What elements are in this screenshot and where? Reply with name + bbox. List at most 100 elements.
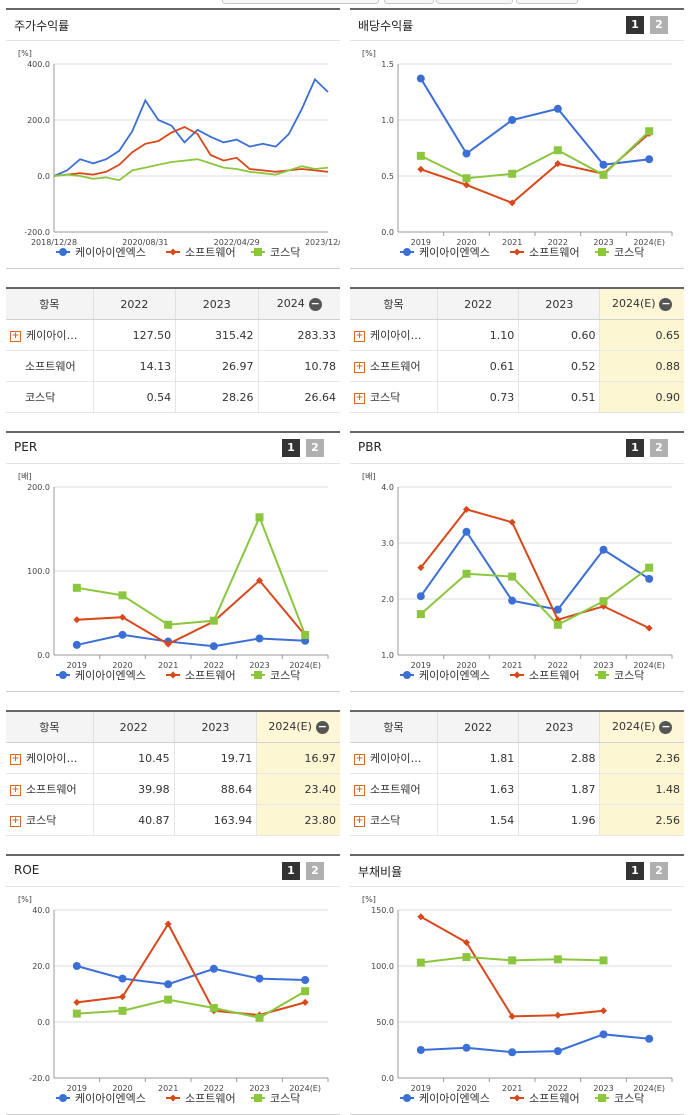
value-cell: 127.50 bbox=[93, 319, 177, 351]
value-cell: 0.61 bbox=[437, 350, 520, 382]
y-tick-label: 0.0 bbox=[37, 172, 50, 181]
value-cell: 1.48 bbox=[599, 773, 684, 805]
expand-icon[interactable]: + bbox=[354, 784, 365, 796]
dividend-yield-chart: [%] 1.5 1.0 0.5 0.0 2019 2020 2021 2022 2023 2024(… bbox=[362, 49, 673, 259]
legend-label: 코스닥 bbox=[270, 669, 300, 682]
header-label: 2023 bbox=[202, 297, 231, 311]
page-1-button[interactable]: 1 bbox=[626, 16, 644, 34]
page-2-button[interactable]: 2 bbox=[650, 439, 668, 457]
top-tab[interactable] bbox=[384, 0, 434, 4]
value-cell: 10.78 bbox=[258, 350, 340, 382]
data-point-square bbox=[598, 671, 606, 679]
data-point-diamond bbox=[513, 248, 521, 256]
expand-icon[interactable]: + bbox=[354, 815, 365, 827]
data-point-circle bbox=[59, 1094, 67, 1102]
value-cell: 39.98 bbox=[93, 773, 175, 805]
data-point-square bbox=[599, 170, 608, 179]
value-cell: 283.33 bbox=[258, 319, 340, 351]
collapse-icon[interactable]: − bbox=[315, 719, 329, 734]
row-name: 소프트웨어 bbox=[26, 783, 77, 796]
unit-label: [%] bbox=[362, 49, 376, 58]
value-cell: 26.64 bbox=[258, 381, 340, 413]
expand-icon[interactable]: + bbox=[10, 815, 21, 827]
data-point-circle bbox=[553, 1047, 562, 1056]
data-point-square bbox=[553, 620, 562, 629]
expand-icon[interactable]: + bbox=[354, 330, 365, 342]
page-1-button[interactable]: 1 bbox=[626, 862, 644, 880]
row-name: 케이아이… bbox=[26, 329, 78, 342]
panel-title: ROE bbox=[14, 863, 40, 877]
data-point-square bbox=[254, 671, 262, 679]
data-point-square bbox=[599, 956, 608, 965]
x-tick-label: 2024(E) bbox=[289, 1084, 321, 1093]
data-point-circle bbox=[72, 962, 81, 970]
collapse-icon[interactable]: − bbox=[659, 296, 673, 311]
value-cell: 0.90 bbox=[599, 381, 684, 413]
x-tick-label: 2023/12/28 bbox=[305, 238, 340, 247]
roe-chart: [%]40.0 20.0 0.0 -20.0 2019 2020 2021 2022 2023 2… bbox=[18, 895, 329, 1105]
panel-title: PER bbox=[14, 440, 38, 454]
header-label: 2022 bbox=[464, 297, 493, 311]
data-point-square bbox=[254, 1094, 262, 1102]
header-label: 2024(E) bbox=[611, 297, 656, 311]
x-tick-label: 2024(E) bbox=[633, 661, 665, 670]
table-header-cell: 2023 bbox=[174, 711, 258, 743]
data-point-square bbox=[553, 955, 562, 964]
legend-label: 코스닥 bbox=[614, 669, 644, 682]
row-name-cell: + 코스닥 bbox=[350, 381, 438, 413]
data-point-circle bbox=[508, 1048, 517, 1057]
page-2-button[interactable]: 2 bbox=[650, 862, 668, 880]
header-label: 2024(E) bbox=[268, 720, 312, 734]
expand-icon[interactable]: + bbox=[354, 753, 365, 765]
stock-return-table: 항목 2022 2023 2024− + 케이아이… 127.50 315.42 283.33 소… bbox=[6, 287, 340, 413]
table-row: 코스닥 0.54 28.26 26.64 bbox=[6, 381, 340, 413]
collapse-icon[interactable]: − bbox=[308, 296, 322, 311]
legend-label: 소프트웨어 bbox=[185, 669, 236, 682]
collapse-icon[interactable]: − bbox=[659, 719, 673, 734]
dividend-yield-panel: 배당수익률 1 2 [%] 1.5 1.0 0.5 0.0 2019 2020 2021 202… bbox=[350, 8, 684, 269]
page-1-button[interactable]: 1 bbox=[282, 439, 300, 457]
page-1-button[interactable]: 1 bbox=[626, 439, 644, 457]
value-cell: 1.87 bbox=[518, 773, 601, 805]
data-point-square bbox=[118, 591, 127, 600]
row-name-cell: + 케이아이… bbox=[6, 742, 94, 774]
data-point-diamond bbox=[169, 1094, 177, 1102]
top-tab[interactable] bbox=[516, 0, 578, 4]
x-tick-label: 2023 bbox=[593, 238, 613, 247]
expand-icon[interactable]: + bbox=[10, 753, 21, 765]
series-line bbox=[76, 514, 307, 636]
series-line bbox=[420, 915, 604, 1018]
value-cell: 14.13 bbox=[93, 350, 177, 382]
expand-icon[interactable]: + bbox=[10, 784, 21, 796]
page-2-button[interactable]: 2 bbox=[650, 16, 668, 34]
page-1-button[interactable]: 1 bbox=[282, 862, 300, 880]
top-tab[interactable] bbox=[222, 0, 379, 4]
series-line bbox=[420, 130, 650, 180]
value-cell: 0.54 bbox=[93, 381, 177, 413]
unit-label: [%] bbox=[362, 895, 376, 904]
data-point-square bbox=[301, 987, 310, 996]
expand-icon[interactable]: + bbox=[354, 392, 365, 404]
expand-icon[interactable]: + bbox=[354, 361, 365, 373]
table-row: + 소프트웨어 39.98 88.64 23.40 bbox=[6, 773, 340, 805]
y-tick-label: 100.0 bbox=[27, 567, 50, 576]
data-point-circle bbox=[403, 248, 411, 256]
row-name: 케이아이… bbox=[370, 329, 422, 342]
data-point-square bbox=[118, 1006, 127, 1015]
data-point-circle bbox=[508, 116, 517, 124]
series-line bbox=[420, 132, 650, 205]
x-tick-label: 2021 bbox=[158, 661, 178, 670]
pbr-chart: [배] 4.0 3.0 2.0 1.0 2019 2020 2021 2022 2023 2024(… bbox=[362, 472, 673, 682]
top-tab[interactable] bbox=[436, 0, 513, 4]
x-tick-label: 2024(E) bbox=[633, 1084, 665, 1093]
x-tick-label: 2023 bbox=[249, 1084, 269, 1093]
dividend-yield-table: 항목 2022 2023 2024(E) − + 케이아이… 1.10 0.60 0.65 + 소프트… bbox=[350, 287, 684, 413]
data-point-circle bbox=[164, 980, 173, 989]
data-point-diamond bbox=[508, 1012, 516, 1020]
expand-icon[interactable]: + bbox=[10, 330, 21, 342]
header-label: 항목 bbox=[39, 721, 60, 734]
page-2-button[interactable]: 2 bbox=[306, 439, 324, 457]
legend-label: 코스닥 bbox=[614, 246, 644, 259]
page-2-button[interactable]: 2 bbox=[306, 862, 324, 880]
table-header-cell: 2022 bbox=[93, 711, 175, 743]
